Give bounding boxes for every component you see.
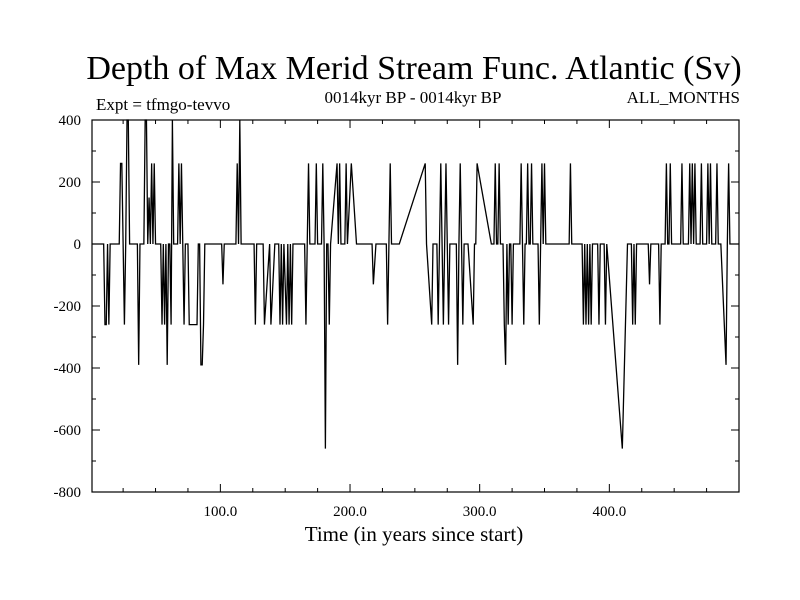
- y-tick-label: 0: [74, 237, 82, 253]
- time-range-label: 0014kyr BP - 0014kyr BP: [325, 88, 502, 107]
- x-axis-label: Time (in years since start): [305, 522, 524, 546]
- y-tick-label: 400: [59, 113, 82, 129]
- y-tick-label: -800: [54, 485, 82, 501]
- y-axis: 400 200 0 -200 -400 -600 -800: [54, 113, 739, 501]
- y-tick-label: 200: [59, 175, 82, 191]
- months-label: ALL_MONTHS: [627, 88, 740, 107]
- experiment-label: Expt = tfmgo-tevvo: [96, 95, 230, 114]
- x-tick-label: 200.0: [333, 504, 367, 520]
- chart-title: Depth of Max Merid Stream Func. Atlantic…: [86, 50, 741, 87]
- y-tick-label: -400: [54, 361, 82, 377]
- x-axis: 100.0 200.0 300.0 400.0: [122, 120, 740, 520]
- x-tick-label: 400.0: [592, 504, 626, 520]
- x-tick-label: 100.0: [203, 504, 237, 520]
- x-tick-label: 300.0: [463, 504, 497, 520]
- series-line: [92, 119, 739, 449]
- plot-area: 400 200 0 -200 -400 -600 -800 100.0 200.0 300.0 4…: [54, 113, 740, 520]
- y-tick-label: -600: [54, 423, 82, 439]
- y-tick-label: -200: [54, 299, 82, 315]
